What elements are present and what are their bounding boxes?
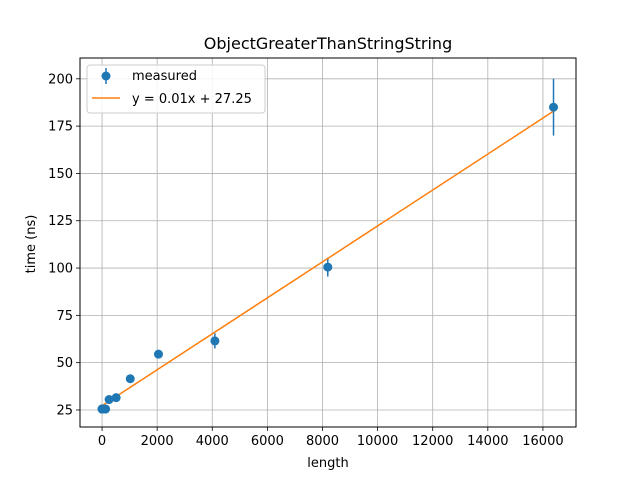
data-point — [101, 404, 111, 414]
x-tick-label: 2000 — [141, 434, 174, 449]
y-tick-label: 50 — [56, 356, 73, 371]
legend-box — [86, 64, 266, 114]
chart-title: ObjectGreaterThanStringString — [204, 34, 452, 53]
x-tick-label: 10000 — [357, 434, 398, 449]
grid — [80, 58, 576, 427]
y-tick-label: 150 — [48, 167, 73, 182]
legend-point — [101, 71, 111, 81]
fit-line — [101, 110, 554, 407]
x-tick-label: 8000 — [306, 434, 339, 449]
x-tick-label: 6000 — [251, 434, 284, 449]
y-axis-label: time (ns) — [24, 215, 39, 274]
data-point — [549, 102, 559, 112]
x-axis-label: length — [307, 456, 348, 471]
legend-label-measured: measured — [132, 69, 197, 84]
y-tick-label: 175 — [48, 120, 73, 135]
x-tick-label: 16000 — [522, 434, 563, 449]
data-point — [153, 349, 163, 359]
legend: measured y = 0.01x + 27.25 — [86, 64, 266, 114]
y-tick-label: 125 — [48, 214, 73, 229]
x-tick-label: 14000 — [467, 434, 508, 449]
x-tick-label: 0 — [98, 434, 106, 449]
axis-ticks: 0 2000 4000 6000 8000 10000 12000 14000 16000 25 5… — [48, 72, 563, 449]
legend-label-fit-line: y = 0.01x + 27.25 — [132, 92, 252, 107]
data-point — [323, 262, 333, 272]
axes-frame — [79, 57, 577, 428]
y-tick-label: 200 — [48, 72, 73, 87]
x-tick-label: 4000 — [196, 434, 229, 449]
data-point — [210, 336, 220, 346]
y-tick-label: 25 — [56, 403, 73, 418]
y-tick-label: 75 — [56, 309, 73, 324]
y-tick-label: 100 — [48, 262, 73, 277]
legend-marker-measured — [101, 68, 111, 84]
data-point — [104, 395, 114, 405]
x-tick-label: 12000 — [412, 434, 453, 449]
data-point — [111, 393, 121, 403]
plot-series — [97, 78, 559, 414]
data-point — [125, 374, 135, 384]
